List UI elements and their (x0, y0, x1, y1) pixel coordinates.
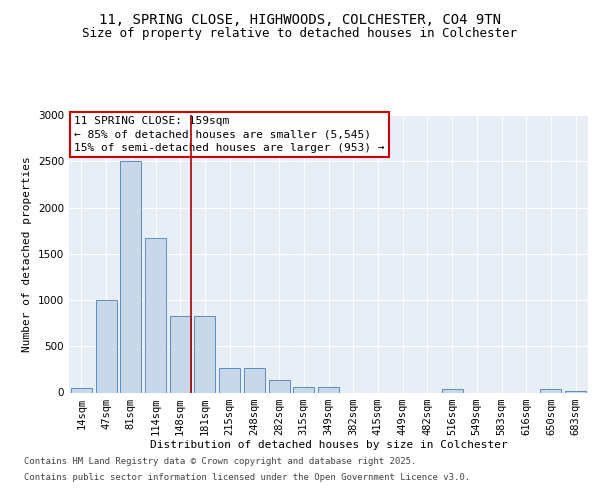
Text: 11 SPRING CLOSE: 159sqm
← 85% of detached houses are smaller (5,545)
15% of semi: 11 SPRING CLOSE: 159sqm ← 85% of detache… (74, 116, 385, 153)
Bar (170, 316, 191, 392)
X-axis label: Distribution of detached houses by size in Colchester: Distribution of detached houses by size … (149, 440, 508, 450)
Bar (318, 388, 339, 392)
Bar (442, 390, 463, 392)
Bar (565, 391, 586, 392)
Bar (95, 300, 116, 392)
Bar (120, 161, 141, 392)
Text: Size of property relative to detached houses in Colchester: Size of property relative to detached ho… (83, 28, 517, 40)
Bar (269, 380, 290, 392)
Bar (145, 238, 166, 392)
Text: 11, SPRING CLOSE, HIGHWOODS, COLCHESTER, CO4 9TN: 11, SPRING CLOSE, HIGHWOODS, COLCHESTER,… (99, 12, 501, 26)
Bar (293, 388, 314, 392)
Y-axis label: Number of detached properties: Number of detached properties (22, 156, 32, 352)
Bar (71, 388, 92, 392)
Bar (194, 316, 215, 392)
Text: Contains public sector information licensed under the Open Government Licence v3: Contains public sector information licen… (24, 472, 470, 482)
Text: Contains HM Land Registry data © Crown copyright and database right 2025.: Contains HM Land Registry data © Crown c… (24, 458, 416, 466)
Bar (541, 389, 562, 392)
Bar (219, 368, 240, 392)
Bar (244, 368, 265, 392)
